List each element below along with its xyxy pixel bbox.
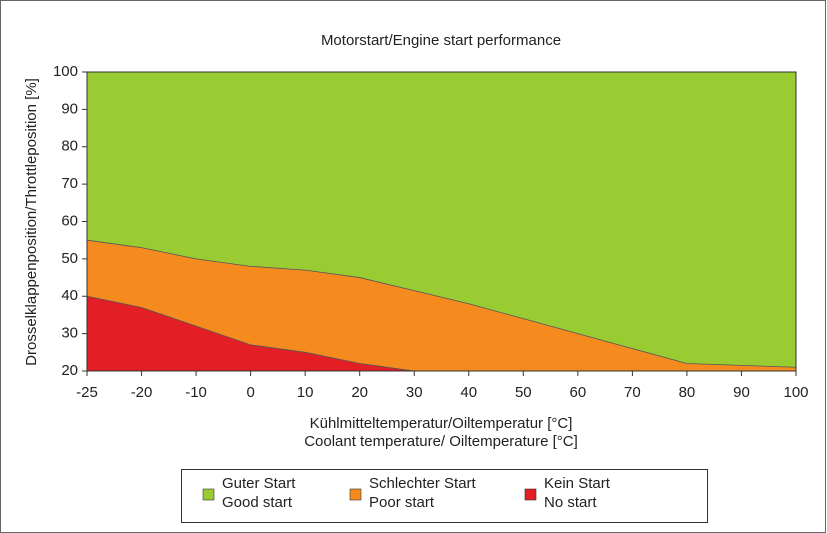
y-tick-label: 50	[61, 250, 78, 267]
x-tick-label: -25	[76, 384, 98, 401]
area-fill	[87, 240, 796, 371]
x-tick-label: 40	[460, 384, 477, 401]
chart-title: Motorstart/Engine start performance	[321, 32, 561, 49]
x-tick-label: 60	[570, 384, 587, 401]
y-tick-label: 20	[61, 362, 78, 379]
legend-swatch	[202, 488, 215, 501]
legend-swatch	[349, 488, 362, 501]
x-tick-label: 90	[733, 384, 750, 401]
x-tick-label: 50	[515, 384, 532, 401]
legend-label: Kein Start	[544, 475, 611, 492]
y-tick-label: 40	[61, 287, 78, 304]
y-tick-label: 90	[61, 100, 78, 117]
y-tick-label: 60	[61, 212, 78, 229]
legend-label: Good start	[222, 494, 293, 511]
x-tick-label: 30	[406, 384, 423, 401]
y-tick-label: 30	[61, 325, 78, 342]
x-tick-label: 10	[297, 384, 314, 401]
legend-label: Poor start	[369, 494, 435, 511]
x-tick-label: -20	[131, 384, 153, 401]
legend-label: Schlechter Start	[369, 475, 477, 492]
x-tick-label: 0	[246, 384, 254, 401]
legend-label: Guter Start	[222, 475, 296, 492]
legend-label: No start	[544, 494, 597, 511]
x-tick-label: 20	[351, 384, 368, 401]
y-tick-label: 80	[61, 138, 78, 155]
y-tick-label: 70	[61, 175, 78, 192]
x-tick-label: 80	[679, 384, 696, 401]
area-boundary	[86, 239, 797, 368]
y-axis-label: Drosselklappenposition/Throttleposition …	[23, 78, 40, 366]
x-tick-label: 70	[624, 384, 641, 401]
area-fill	[87, 296, 796, 371]
x-axis-label: Coolant temperature/ Oiltemperature [°C]	[304, 433, 578, 450]
x-tick-label: 100	[783, 384, 808, 401]
y-tick-label: 100	[53, 63, 78, 80]
legend-swatch	[524, 488, 537, 501]
x-axis-label: Kühlmitteltemperatur/Oiltemperatur [°C]	[310, 415, 573, 432]
legend	[181, 469, 708, 523]
x-tick-label: -10	[185, 384, 207, 401]
